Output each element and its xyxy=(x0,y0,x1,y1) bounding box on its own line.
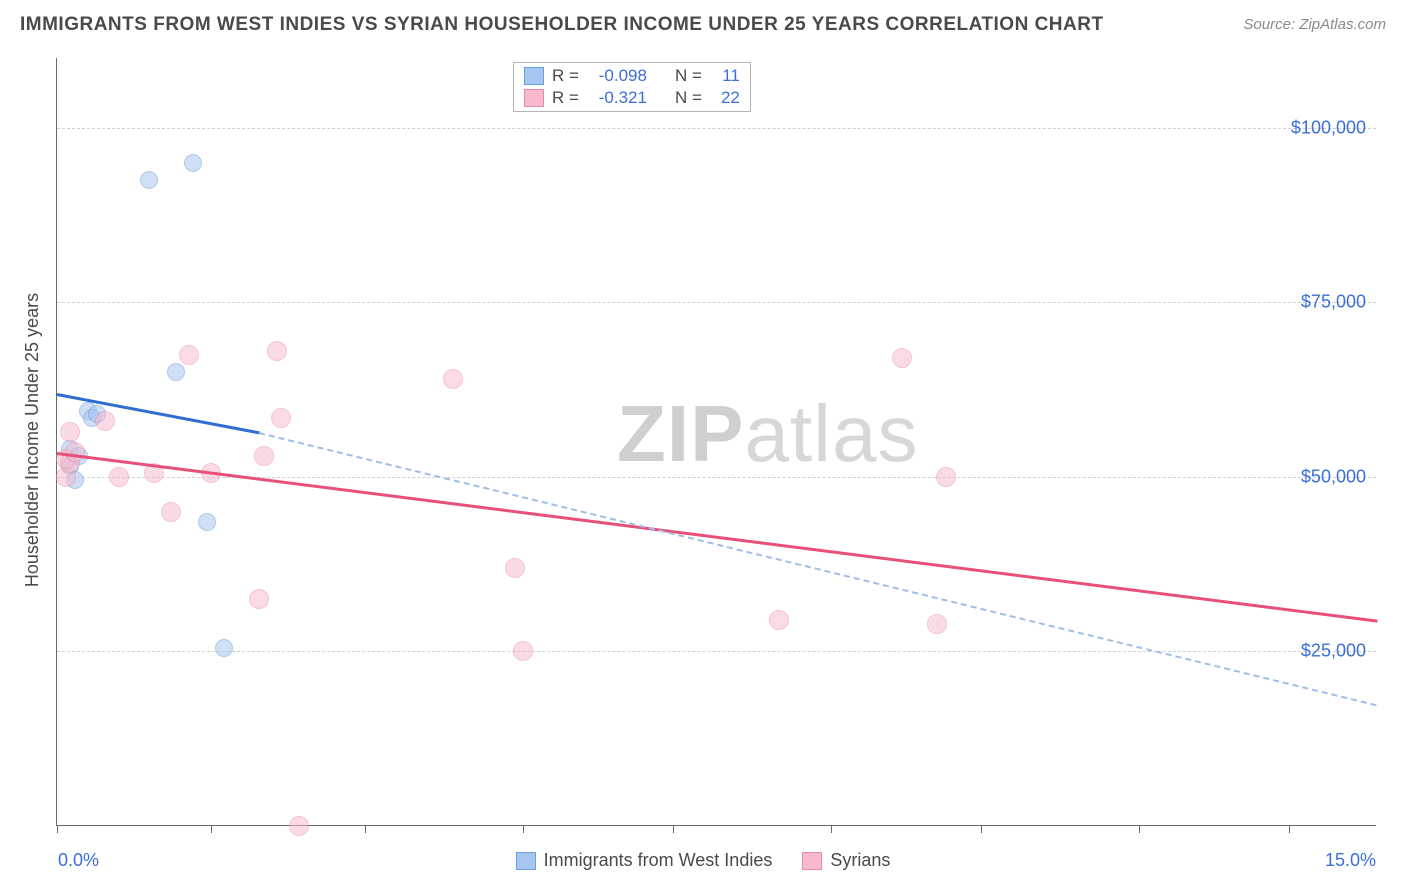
scatter-point xyxy=(60,422,80,442)
watermark: ZIPatlas xyxy=(617,388,918,480)
legend-r-label: R = xyxy=(552,65,579,87)
scatter-point xyxy=(161,502,181,522)
legend-row-series-1: R = -0.098 N = 11 xyxy=(524,65,740,87)
chart-plot-area: ZIPatlas R = -0.098 N = 11 R = -0.321 N … xyxy=(56,58,1376,826)
source-value: ZipAtlas.com xyxy=(1299,16,1386,33)
scatter-point xyxy=(769,610,789,630)
legend-n-label: N = xyxy=(675,87,702,109)
watermark-bold: ZIP xyxy=(617,389,744,478)
legend-r-label: R = xyxy=(552,87,579,109)
watermark-light: atlas xyxy=(744,389,918,478)
x-tick xyxy=(831,825,832,833)
scatter-point xyxy=(167,363,185,381)
legend-item-1: Immigrants from West Indies xyxy=(516,850,773,871)
grid-line xyxy=(57,128,1376,129)
legend-swatch-pink xyxy=(524,89,544,107)
scatter-point xyxy=(927,614,947,634)
legend-n-value-1: 11 xyxy=(710,65,740,87)
legend-swatch-blue xyxy=(516,852,536,870)
legend-r-value-2: -0.321 xyxy=(587,87,647,109)
legend-label-1: Immigrants from West Indies xyxy=(544,850,773,871)
chart-title: IMMIGRANTS FROM WEST INDIES VS SYRIAN HO… xyxy=(20,14,1104,36)
scatter-point xyxy=(513,641,533,661)
scatter-point xyxy=(267,341,287,361)
source-attribution: Source: ZipAtlas.com xyxy=(1243,14,1386,33)
scatter-point xyxy=(271,408,291,428)
x-tick xyxy=(57,825,58,833)
scatter-point xyxy=(109,467,129,487)
scatter-point xyxy=(215,639,233,657)
grid-line xyxy=(57,651,1376,652)
y-axis-title: Householder Income Under 25 years xyxy=(22,293,43,587)
legend-item-2: Syrians xyxy=(802,850,890,871)
scatter-point xyxy=(184,154,202,172)
scatter-point xyxy=(936,467,956,487)
source-label: Source: xyxy=(1243,16,1299,33)
scatter-point xyxy=(198,513,216,531)
scatter-point xyxy=(249,589,269,609)
scatter-point xyxy=(443,369,463,389)
legend-row-series-2: R = -0.321 N = 22 xyxy=(524,87,740,109)
y-tick-label: $50,000 xyxy=(1301,466,1366,487)
legend-n-label: N = xyxy=(675,65,702,87)
scatter-point xyxy=(179,345,199,365)
scatter-point xyxy=(892,348,912,368)
x-tick xyxy=(365,825,366,833)
grid-line xyxy=(57,302,1376,303)
legend-label-2: Syrians xyxy=(830,850,890,871)
scatter-point xyxy=(254,446,274,466)
scatter-point xyxy=(140,171,158,189)
legend-n-value-2: 22 xyxy=(710,87,740,109)
y-tick-label: $25,000 xyxy=(1301,641,1366,662)
legend-bottom: Immigrants from West Indies Syrians xyxy=(0,850,1406,871)
x-tick xyxy=(1139,825,1140,833)
scatter-point xyxy=(95,411,115,431)
x-tick xyxy=(1289,825,1290,833)
legend-r-value-1: -0.098 xyxy=(587,65,647,87)
legend-swatch-pink xyxy=(802,852,822,870)
x-tick xyxy=(211,825,212,833)
x-tick xyxy=(523,825,524,833)
x-tick xyxy=(981,825,982,833)
x-tick xyxy=(673,825,674,833)
scatter-point xyxy=(505,558,525,578)
legend-swatch-blue xyxy=(524,67,544,85)
legend-correlation-box: R = -0.098 N = 11 R = -0.321 N = 22 xyxy=(513,62,751,112)
y-tick-label: $100,000 xyxy=(1291,117,1366,138)
trend-line xyxy=(259,432,1377,706)
scatter-point xyxy=(289,816,309,836)
y-tick-label: $75,000 xyxy=(1301,292,1366,313)
